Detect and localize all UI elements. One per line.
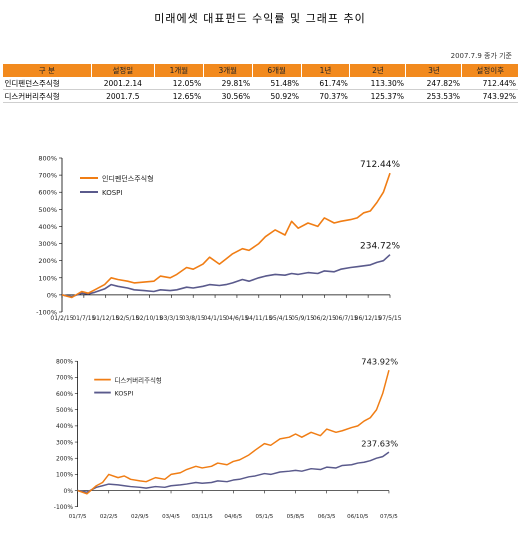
return-cell: 61.74% bbox=[301, 77, 350, 90]
y-tick-label: -100% bbox=[36, 309, 57, 317]
y-tick-label: 700% bbox=[56, 375, 73, 382]
x-tick-label: 03/11/5 bbox=[192, 514, 214, 520]
table-row: 디스커버리주식형 2001.7.5 12.65% 30.56% 50.92% 7… bbox=[2, 89, 518, 103]
series-line-fund bbox=[61, 172, 391, 299]
x-tick-label: 04/11/15 bbox=[245, 315, 272, 322]
x-tick-label: 06/2/15 bbox=[313, 315, 336, 322]
x-tick-label: 02/10/15 bbox=[136, 315, 163, 322]
x-tick-label: 06/3/5 bbox=[318, 514, 336, 520]
x-tick-label: 07/5/15 bbox=[378, 315, 401, 322]
legend-label: 디스커버리주식형 bbox=[114, 375, 161, 384]
y-tick-label: 700% bbox=[38, 172, 57, 180]
y-tick-label: 0% bbox=[47, 291, 57, 299]
header-cell: 6개월 bbox=[251, 64, 302, 77]
header-cell: 1년 bbox=[300, 64, 350, 77]
x-tick-label: 03/3/15 bbox=[160, 315, 183, 322]
x-tick-label: 06/7/15 bbox=[335, 315, 358, 322]
x-tick-label: 01/7/5 bbox=[69, 514, 87, 520]
x-tick-label: 06/12/15 bbox=[355, 315, 382, 322]
y-tick-label: -100% bbox=[54, 504, 74, 511]
y-tick-label: 300% bbox=[38, 240, 57, 248]
x-tick-label: 02/9/5 bbox=[131, 514, 149, 520]
legend-label: KOSPI bbox=[114, 389, 133, 397]
y-tick-label: 300% bbox=[56, 439, 73, 446]
series-line-fund bbox=[77, 370, 390, 495]
header-cell: 설정일 bbox=[90, 64, 155, 77]
y-tick-label: 400% bbox=[56, 423, 73, 430]
fund-name-cell: 인디펜던스주식형 bbox=[2, 77, 92, 90]
x-tick-label: 04/6/5 bbox=[224, 514, 242, 520]
legend-label: 인디펜던스주식형 bbox=[102, 174, 154, 183]
x-tick-label: 05/1/5 bbox=[256, 514, 274, 520]
return-cell: 30.56% bbox=[203, 89, 253, 103]
return-cell: 12.65% bbox=[154, 89, 204, 103]
header-cell: 설정이후 bbox=[461, 64, 518, 77]
header-cell: 구 분 bbox=[2, 64, 92, 77]
independence-fund-chart: -100% 0% 100% 200% 300% 400% 500% 600% 700% 800% 0… bbox=[36, 155, 402, 323]
series-line-kospi bbox=[61, 254, 391, 298]
y-tick-label: 200% bbox=[56, 456, 73, 463]
header-cell: 3년 bbox=[405, 64, 462, 77]
header-cell: 3개월 bbox=[202, 64, 253, 77]
end-value-label: 237.63% bbox=[361, 439, 398, 449]
x-tick-label: 03/8/15 bbox=[182, 315, 205, 322]
y-tick-label: 800% bbox=[56, 359, 73, 366]
date-cell: 2001.2.14 bbox=[91, 77, 155, 90]
return-cell: 113.30% bbox=[349, 77, 406, 90]
y-tick-label: 600% bbox=[38, 189, 57, 197]
date-cell: 2001.7.5 bbox=[91, 89, 155, 103]
y-tick-label: 500% bbox=[38, 206, 57, 214]
x-tick-label: 01/7/15 bbox=[72, 315, 95, 322]
return-cell: 712.44% bbox=[461, 77, 518, 90]
y-tick-label: 0% bbox=[64, 488, 74, 495]
x-tick-label: 02/5/15 bbox=[116, 315, 139, 322]
return-cell: 70.37% bbox=[301, 89, 350, 103]
page-title: 미래에셋 대표펀드 수익률 및 그래프 추이 bbox=[154, 12, 366, 25]
header-cell: 2년 bbox=[349, 64, 406, 77]
performance-table: 구 분 설정일 1개월 3개월 6개월 1년 2년 3년 설정이후 인디펜던스주… bbox=[2, 64, 518, 103]
y-tick-label: 200% bbox=[38, 257, 57, 265]
return-cell: 253.53% bbox=[405, 89, 462, 103]
table-row: 인디펜던스주식형 2001.2.14 12.05% 29.81% 51.48% … bbox=[2, 77, 518, 90]
x-tick-label: 06/10/5 bbox=[347, 514, 369, 520]
x-tick-label: 01/12/15 bbox=[92, 315, 119, 322]
y-tick-label: 100% bbox=[56, 472, 73, 479]
discovery-fund-chart: -100% 0% 100% 200% 300% 400% 500% 600% 700% 800% 0… bbox=[54, 357, 399, 520]
return-cell: 247.82% bbox=[405, 77, 462, 90]
return-cell: 50.92% bbox=[252, 89, 302, 103]
y-tick-label: 800% bbox=[38, 155, 57, 163]
end-value-label: 743.92% bbox=[361, 357, 398, 367]
header-cell: 1개월 bbox=[153, 64, 204, 77]
x-tick-label: 05/4/15 bbox=[269, 315, 292, 322]
x-tick-label: 05/9/15 bbox=[291, 315, 314, 322]
date-note: 2007.7.9 종가 기준 bbox=[450, 52, 512, 60]
end-value-label: 234.72% bbox=[360, 242, 400, 252]
y-tick-label: 100% bbox=[38, 274, 57, 282]
x-tick-label: 04/1/15 bbox=[203, 315, 226, 322]
return-cell: 125.37% bbox=[349, 89, 406, 103]
return-cell: 29.81% bbox=[203, 77, 253, 90]
legend-label: KOSPI bbox=[102, 189, 122, 197]
series-line-kospi bbox=[77, 451, 390, 493]
fund-name-cell: 디스커버리주식형 bbox=[2, 89, 92, 103]
return-cell: 51.48% bbox=[252, 77, 302, 90]
return-cell: 12.05% bbox=[154, 77, 204, 90]
x-tick-label: 02/2/5 bbox=[100, 514, 118, 520]
x-tick-label: 03/4/5 bbox=[162, 514, 180, 520]
x-tick-label: 07/5/5 bbox=[380, 514, 398, 520]
x-tick-label: 01/2/15 bbox=[50, 315, 73, 322]
table-header-row: 구 분 설정일 1개월 3개월 6개월 1년 2년 3년 설정이후 bbox=[2, 64, 518, 77]
x-tick-label: 04/6/15 bbox=[225, 315, 248, 322]
y-tick-label: 400% bbox=[38, 223, 57, 231]
y-tick-label: 500% bbox=[56, 407, 73, 414]
y-tick-label: 600% bbox=[56, 391, 73, 398]
return-cell: 743.92% bbox=[461, 89, 518, 103]
end-value-label: 712.44% bbox=[360, 160, 400, 170]
x-tick-label: 05/8/5 bbox=[287, 514, 305, 520]
